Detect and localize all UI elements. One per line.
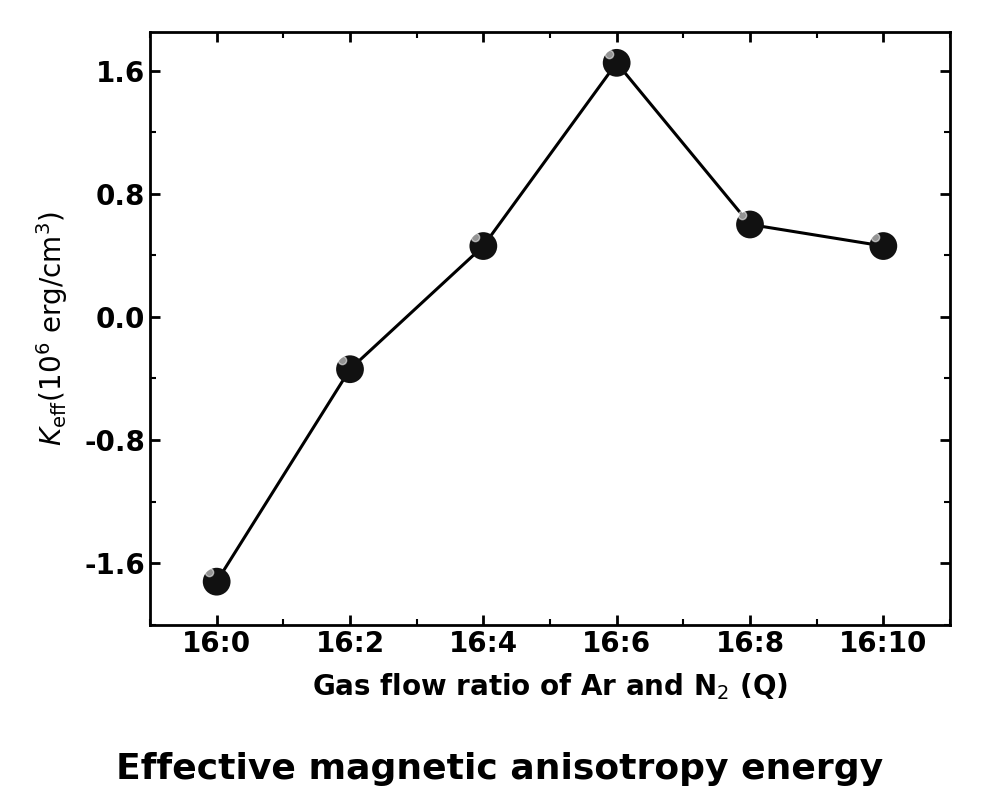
X-axis label: Gas flow ratio of Ar and N$_2$ (Q): Gas flow ratio of Ar and N$_2$ (Q) [312, 671, 788, 702]
Point [742, 218, 758, 231]
Text: Effective magnetic anisotropy energy: Effective magnetic anisotropy energy [116, 752, 884, 786]
Y-axis label: $\mathit{K}_\mathrm{eff}$$(10^6\ \mathrm{erg/cm^3})$: $\mathit{K}_\mathrm{eff}$$(10^6\ \mathrm… [34, 211, 70, 446]
Point [342, 363, 358, 376]
Point [609, 56, 625, 69]
Point [875, 239, 891, 252]
Point [475, 239, 491, 252]
Point [209, 575, 225, 588]
